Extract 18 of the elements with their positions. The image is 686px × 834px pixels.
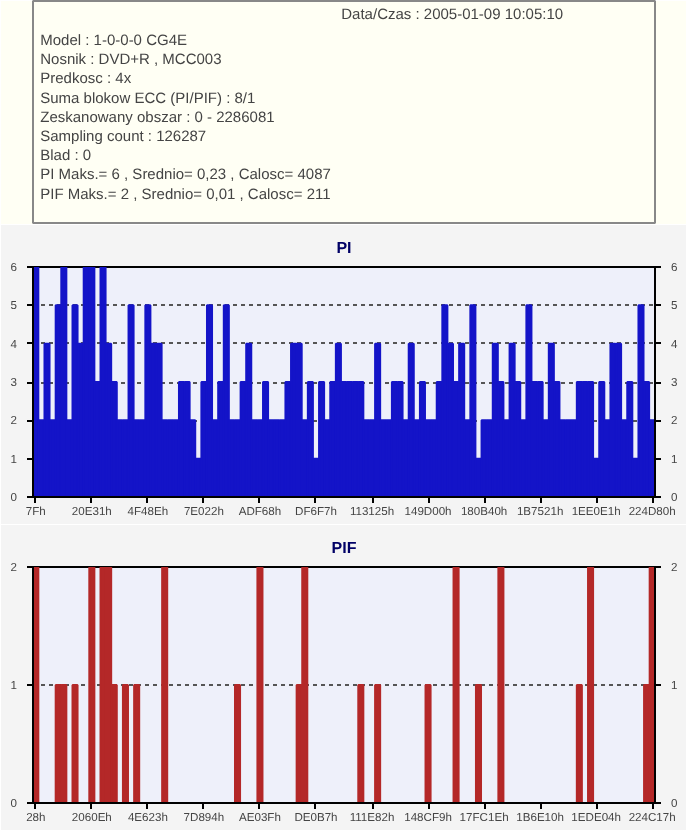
bar — [357, 381, 365, 497]
bar — [43, 342, 51, 497]
chart-title: PI — [336, 239, 352, 257]
bar — [598, 381, 606, 497]
bar — [245, 342, 253, 497]
bar — [374, 342, 382, 497]
bar — [587, 381, 595, 497]
bar — [615, 342, 623, 497]
bar — [458, 342, 466, 497]
bar — [469, 304, 477, 497]
bar — [525, 304, 533, 497]
bar — [88, 267, 96, 497]
chart-title: PIF — [331, 539, 357, 557]
bar — [637, 304, 645, 497]
bar — [626, 381, 634, 497]
bar — [205, 304, 214, 497]
bar — [306, 381, 314, 497]
bar — [60, 267, 68, 497]
